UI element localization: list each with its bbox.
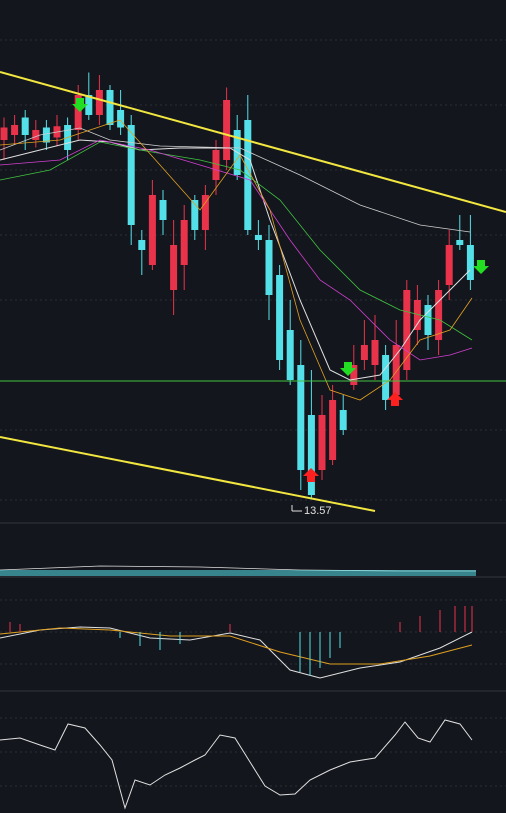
candle-body <box>339 410 347 430</box>
candle-body <box>117 110 125 128</box>
candle-body <box>0 127 8 140</box>
candle-body <box>191 200 199 230</box>
candle-body <box>382 355 390 400</box>
candle-body <box>392 345 400 395</box>
ma-line <box>0 139 473 361</box>
candle-body <box>170 245 178 290</box>
candle-body <box>127 125 135 225</box>
indicator-lines <box>0 71 506 512</box>
candle-body <box>74 95 82 130</box>
candle-body <box>403 290 411 370</box>
volume-panel <box>0 565 476 576</box>
candle-body <box>360 345 368 360</box>
signal-line <box>0 627 473 665</box>
candle-body <box>329 400 337 460</box>
ma-line <box>0 139 471 381</box>
min-price-label: 13.57 <box>304 505 332 517</box>
buy-arrow <box>387 392 403 406</box>
candle-body <box>11 125 19 135</box>
candle-body <box>371 340 379 365</box>
macd-histogram <box>119 632 341 676</box>
macd-panel <box>0 606 473 679</box>
sell-arrow <box>340 362 356 376</box>
candle-body <box>180 220 188 265</box>
candle-body <box>254 235 262 240</box>
candle-body <box>201 195 209 230</box>
sell-arrow <box>473 260 489 274</box>
candle-body <box>286 330 294 380</box>
candle-body <box>21 117 29 135</box>
buy-arrow <box>303 468 319 482</box>
candle-body <box>265 240 273 295</box>
candle-body <box>445 245 453 285</box>
candle-body <box>424 305 432 335</box>
candle-body <box>106 90 114 125</box>
candle-body <box>435 290 443 340</box>
candle-body <box>148 195 156 265</box>
candle-body <box>276 275 284 360</box>
candle-body <box>212 150 220 180</box>
candle-body <box>318 415 326 470</box>
candle-body <box>456 240 464 245</box>
candle-body <box>297 365 305 470</box>
candle-body <box>32 130 40 140</box>
candle-body <box>223 100 231 160</box>
signal-arrows <box>72 98 489 482</box>
candle-body <box>244 120 252 230</box>
candle-body <box>138 240 146 250</box>
candle-body <box>85 95 93 115</box>
ma-line <box>0 119 473 401</box>
candle-body <box>466 245 474 280</box>
ma-line <box>0 141 473 341</box>
candle-body <box>42 127 50 143</box>
candle-body <box>413 300 421 330</box>
sell-arrow <box>72 98 88 112</box>
candle-body <box>350 365 358 385</box>
candle-body <box>159 200 167 220</box>
macd-histogram <box>9 606 473 632</box>
candle-body <box>307 415 315 495</box>
grid <box>0 39 506 787</box>
candle-body <box>95 90 103 115</box>
volume-band <box>0 570 476 576</box>
ma-line <box>0 127 471 233</box>
trend-line <box>0 436 376 512</box>
kdj-line <box>0 719 473 810</box>
trend-line <box>0 71 506 213</box>
macd-line <box>0 626 473 679</box>
